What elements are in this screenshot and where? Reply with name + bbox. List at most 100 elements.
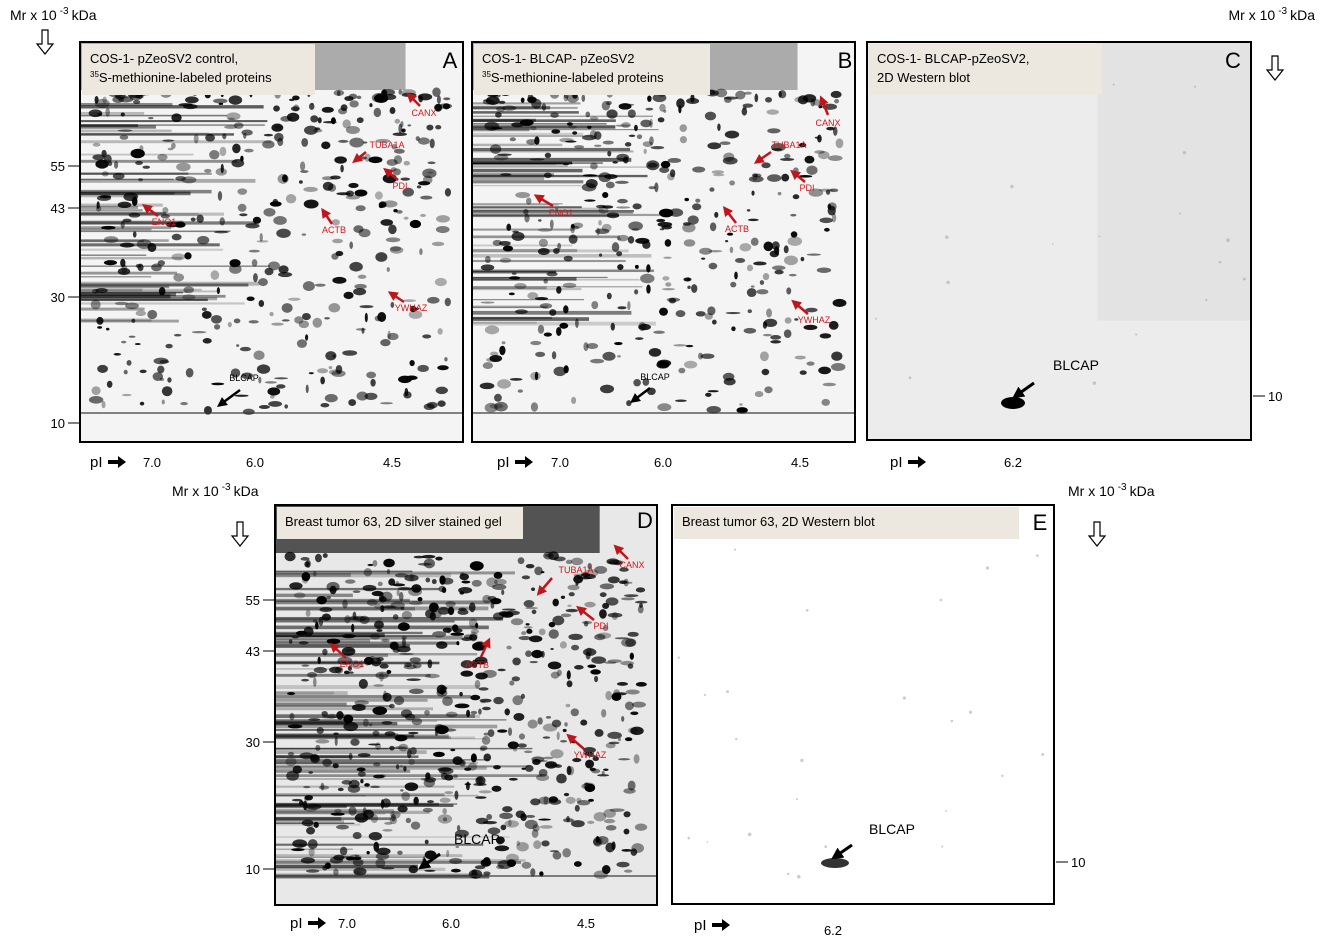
gel-spot bbox=[603, 808, 616, 818]
gel-spot bbox=[625, 638, 637, 647]
gel-spot bbox=[171, 253, 186, 261]
gel-streak bbox=[80, 292, 184, 294]
gel-spot bbox=[182, 294, 196, 300]
blot-speck bbox=[1098, 235, 1101, 238]
gel-streak bbox=[275, 817, 392, 821]
gel-spot bbox=[485, 255, 491, 264]
gel-spot bbox=[236, 344, 240, 347]
gel-spot bbox=[444, 791, 454, 795]
gel-spot bbox=[830, 90, 842, 99]
x-tick-label: 7.0 bbox=[143, 455, 161, 470]
gel-streak bbox=[275, 774, 542, 778]
gel-spot bbox=[607, 659, 622, 663]
gel-spot bbox=[135, 263, 142, 268]
gel-spot bbox=[474, 865, 486, 870]
gel-spot bbox=[435, 125, 442, 130]
gel-spot bbox=[831, 351, 843, 361]
blot-speck bbox=[1010, 184, 1014, 189]
gel-spot bbox=[351, 623, 355, 633]
gel-spot bbox=[767, 174, 782, 182]
gel-streak bbox=[472, 143, 563, 147]
gel-spot bbox=[784, 317, 792, 324]
gel-spot bbox=[575, 318, 579, 329]
gel-spot bbox=[474, 641, 486, 649]
gel-spot bbox=[492, 584, 507, 590]
gel-spot bbox=[354, 283, 367, 290]
gel-spot bbox=[494, 401, 508, 412]
gel-spot bbox=[202, 338, 212, 344]
gel-spot bbox=[509, 378, 523, 381]
gel-spot bbox=[525, 650, 532, 658]
blot-speck bbox=[908, 376, 912, 380]
gel-spot bbox=[341, 646, 356, 656]
gel-spot bbox=[616, 234, 629, 242]
gel-spot bbox=[317, 368, 329, 374]
annotation-arrow bbox=[383, 167, 399, 181]
gel-spot bbox=[120, 220, 125, 229]
gel-spot bbox=[499, 345, 506, 356]
gel-spot bbox=[506, 853, 519, 863]
gel-spot bbox=[96, 316, 104, 325]
gel-spot bbox=[657, 221, 673, 227]
gel-spot bbox=[97, 364, 108, 373]
gel-spot bbox=[640, 273, 655, 284]
gel-spot bbox=[372, 560, 378, 567]
gel-spot bbox=[348, 752, 353, 761]
gel-spot bbox=[171, 142, 176, 149]
gel-spot bbox=[370, 657, 382, 667]
gel-spot bbox=[374, 620, 384, 629]
mr-unit: kDa bbox=[72, 7, 97, 23]
gel-spot bbox=[478, 708, 482, 715]
gel-spot bbox=[325, 351, 337, 361]
gel-spot bbox=[607, 576, 620, 584]
y-tick-label: 30 bbox=[246, 735, 260, 750]
gel-spot bbox=[204, 168, 212, 173]
annotation-label: ENO1 bbox=[152, 217, 177, 227]
gel-streak bbox=[472, 202, 563, 205]
gel-spot bbox=[687, 285, 691, 289]
gel-spot bbox=[331, 253, 339, 260]
gel-spot bbox=[499, 240, 511, 246]
gel-spot bbox=[403, 216, 409, 220]
gel-spot bbox=[604, 174, 618, 180]
gel-streak bbox=[80, 189, 212, 194]
gel-spot bbox=[402, 299, 417, 303]
gel-spot bbox=[511, 676, 521, 682]
gel-spot bbox=[684, 197, 690, 202]
gel-spot bbox=[119, 134, 129, 140]
gel-spot bbox=[386, 267, 390, 272]
gel-spot bbox=[387, 330, 391, 340]
gel-spot bbox=[714, 211, 719, 218]
gel-spot bbox=[298, 320, 310, 329]
gel-streak bbox=[275, 644, 410, 648]
gel-spot bbox=[439, 797, 451, 803]
gel-spot bbox=[591, 300, 599, 310]
gel-spot bbox=[130, 148, 145, 159]
gel-spot bbox=[356, 391, 369, 401]
gel-spot bbox=[304, 561, 310, 568]
gel-spot bbox=[278, 265, 289, 274]
gel-spot bbox=[336, 192, 351, 196]
gel-spot bbox=[128, 335, 136, 338]
gel-spot bbox=[646, 264, 651, 273]
gel-spot bbox=[394, 573, 408, 578]
gel-spot bbox=[623, 811, 631, 818]
gel-streak bbox=[472, 259, 626, 263]
gel-spot bbox=[239, 346, 251, 352]
gel-spot bbox=[258, 404, 270, 410]
gel-spot bbox=[326, 581, 340, 592]
gel-spot bbox=[392, 583, 406, 587]
gel-spot bbox=[650, 146, 665, 150]
gel-spot bbox=[470, 694, 481, 701]
gel-spot bbox=[442, 696, 453, 707]
gel-spot bbox=[121, 393, 132, 397]
gel-spot bbox=[521, 631, 527, 636]
gel-spot bbox=[337, 656, 353, 665]
gel-streak bbox=[275, 705, 392, 708]
gel-spot bbox=[619, 580, 628, 584]
gel-spot bbox=[425, 772, 431, 780]
gel-spot bbox=[560, 595, 566, 599]
gel-spot bbox=[469, 631, 478, 642]
gel-spot bbox=[381, 721, 393, 725]
gel-spot bbox=[326, 596, 331, 600]
